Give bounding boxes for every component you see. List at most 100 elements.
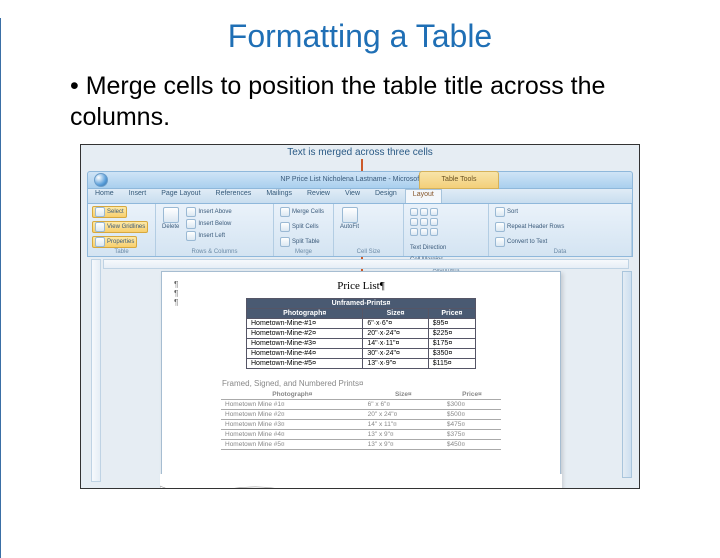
callout-label: Text is merged across three cells (81, 147, 639, 158)
col2-size: Size¤ (364, 390, 443, 400)
properties-icon (95, 237, 105, 247)
table-cell: Hometown Mine #4¤ (221, 429, 364, 439)
align-tr-icon[interactable] (430, 208, 438, 216)
tab-review[interactable]: Review (300, 189, 338, 203)
table-cell: $500¤ (443, 409, 501, 419)
table-cell: Hometown Mine #3¤ (221, 419, 364, 429)
align-br-icon[interactable] (430, 228, 438, 236)
tab-mailings[interactable]: Mailings (259, 189, 300, 203)
tab-home[interactable]: Home (88, 189, 122, 203)
view-gridlines-button[interactable]: View Gridlines (92, 221, 148, 233)
ribbon-tabs: Home Insert Page Layout References Maili… (87, 189, 633, 203)
select-button[interactable]: Select (92, 206, 127, 218)
ribbon-group-data: Sort Repeat Header Rows Convert to Text … (489, 204, 632, 256)
table-cell: $225¤ (428, 328, 475, 338)
table-cell: 20"·x·24"¤ (363, 328, 428, 338)
table-row: Hometown-Mine-#3¤14"·x·11"¤$175¤ (247, 338, 476, 348)
properties-label: Properties (107, 239, 134, 245)
tab-design[interactable]: Design (368, 189, 405, 203)
table-cell: Hometown Mine #2¤ (221, 409, 364, 419)
align-ml-icon[interactable] (410, 218, 418, 226)
text-direction-button[interactable]: Text Direction (408, 242, 448, 254)
table-row: Hometown Mine #2¤20" x 24"¤$500¤ (221, 409, 501, 419)
table-cell: $175¤ (428, 338, 475, 348)
table-cell: Hometown-Mine-#5¤ (247, 358, 363, 368)
table-cell: $300¤ (443, 399, 501, 409)
insert-left-button[interactable]: Insert Left (184, 230, 233, 242)
vertical-scrollbar[interactable] (622, 271, 632, 478)
tab-insert[interactable]: Insert (122, 189, 155, 203)
split-table-button[interactable]: Split Table (278, 236, 322, 248)
ribbon: Select View Gridlines Properties Table D… (87, 203, 633, 257)
tab-layout[interactable]: Layout (405, 189, 442, 203)
table-cell: 30"·x·24"¤ (363, 348, 428, 358)
merge-cells-button[interactable]: Merge Cells (278, 206, 326, 218)
repeat-header-button[interactable]: Repeat Header Rows (493, 221, 566, 233)
table-cell: $450¤ (443, 439, 501, 449)
convert-icon (495, 237, 505, 247)
insert-above-button[interactable]: Insert Above (184, 206, 233, 218)
table-cell: 14"·x·11"¤ (363, 338, 428, 348)
col-size: Size¤ (363, 308, 428, 318)
torn-page-effect (160, 474, 562, 489)
select-icon (95, 207, 105, 217)
insert-below-label: Insert Below (198, 221, 231, 227)
align-bc-icon[interactable] (420, 228, 428, 236)
split-cells-label: Split Cells (292, 224, 319, 230)
align-bl-icon[interactable] (410, 228, 418, 236)
table-cell: 6" x 6"¤ (364, 399, 443, 409)
price-list-heading: Price List¶ (162, 280, 560, 292)
convert-text-button[interactable]: Convert to Text (493, 236, 549, 248)
paragraph-marks: ¶¶¶ (174, 280, 178, 307)
ribbon-group-cellsize: AutoFit Cell Size (334, 204, 404, 256)
delete-button[interactable]: Delete (160, 206, 181, 231)
sort-icon (495, 207, 505, 217)
sort-button[interactable]: Sort (493, 206, 520, 218)
table-cell: 13" x 9"¤ (364, 429, 443, 439)
align-tc-icon[interactable] (420, 208, 428, 216)
table-cell: $95¤ (428, 318, 475, 328)
table-row: Hometown-Mine-#5¤13"·x·9"¤$115¤ (247, 358, 476, 368)
col2-price: Price¤ (443, 390, 501, 400)
delete-label: Delete (162, 224, 179, 230)
table-cell: Hometown-Mine-#4¤ (247, 348, 363, 358)
table-row: Hometown Mine #4¤13" x 9"¤$375¤ (221, 429, 501, 439)
autofit-label: AutoFit (340, 224, 359, 230)
col2-photograph: Photograph¤ (221, 390, 364, 400)
table-cell: 20" x 24"¤ (364, 409, 443, 419)
table-row: Hometown-Mine-#2¤20"·x·24"¤$225¤ (247, 328, 476, 338)
table-row: Hometown Mine #5¤13" x 9"¤$450¤ (221, 439, 501, 449)
autofit-button[interactable]: AutoFit (338, 206, 361, 231)
bullet-marker: • (70, 72, 86, 100)
ribbon-group-alignment: Text Direction Cell Margins Alignment (404, 204, 489, 256)
col-price: Price¤ (428, 308, 475, 318)
properties-button[interactable]: Properties (92, 236, 137, 248)
group-label-data: Data (493, 249, 627, 255)
table-row: Hometown-Mine-#4¤30"·x·24"¤$350¤ (247, 348, 476, 358)
split-cells-button[interactable]: Split Cells (278, 221, 321, 233)
tab-pagelayout[interactable]: Page Layout (154, 189, 208, 203)
table-cell: 13" x 9"¤ (364, 439, 443, 449)
horizontal-ruler[interactable] (103, 259, 629, 269)
document-page: ¶¶¶ Price List¶ Unframed-Prints¤ Photogr… (161, 271, 561, 489)
insert-above-icon (186, 207, 196, 217)
insert-left-label: Insert Left (198, 233, 225, 239)
table-cell: 6"·x·6"¤ (363, 318, 428, 328)
tab-references[interactable]: References (209, 189, 260, 203)
split-cells-icon (280, 222, 290, 232)
delete-icon (163, 207, 179, 223)
align-mc-icon[interactable] (420, 218, 428, 226)
convert-label: Convert to Text (507, 239, 547, 245)
group-label-table: Table (92, 249, 151, 255)
ribbon-group-rows-columns: Delete Insert Above Insert Below Insert … (156, 204, 274, 256)
table-row: Hometown Mine #1¤6" x 6"¤$300¤ (221, 399, 501, 409)
insert-below-button[interactable]: Insert Below (184, 218, 233, 230)
unframed-prints-table: Unframed-Prints¤ Photograph¤ Size¤ Price… (246, 298, 476, 369)
align-mr-icon[interactable] (430, 218, 438, 226)
vertical-ruler[interactable] (91, 259, 101, 482)
align-tl-icon[interactable] (410, 208, 418, 216)
tab-view[interactable]: View (338, 189, 368, 203)
repeat-header-label: Repeat Header Rows (507, 224, 564, 230)
gridlines-label: View Gridlines (107, 224, 145, 230)
bullet-list: • Merge cells to position the table titl… (70, 71, 650, 134)
